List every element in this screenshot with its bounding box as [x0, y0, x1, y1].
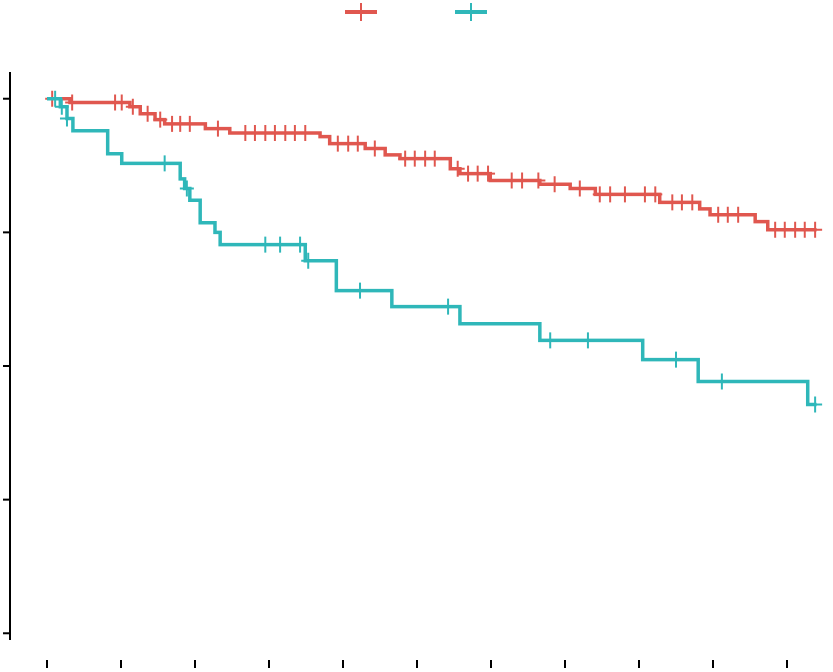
censor-mark [293, 236, 308, 253]
censor-mark [547, 176, 562, 193]
censor-mark [441, 298, 456, 315]
censor-mark [298, 124, 313, 141]
censor-mark [731, 206, 746, 223]
censor-mark [48, 90, 63, 107]
censor-mark [59, 110, 74, 127]
censor-mark [182, 115, 197, 132]
censor-mark [273, 236, 288, 253]
censor-mark [179, 180, 194, 197]
censor-mark [65, 94, 80, 111]
censor-mark [603, 186, 618, 203]
censor-mark [515, 172, 530, 189]
censor-mark [543, 332, 558, 349]
censor-mark [714, 373, 729, 390]
censor-mark [125, 98, 140, 115]
censor-mark [258, 236, 273, 253]
censor-mark [427, 150, 442, 167]
censor-mark [648, 186, 663, 203]
survival-curve [47, 96, 817, 407]
censor-mark [808, 221, 823, 238]
censor-mark [450, 160, 465, 177]
censor-mark [669, 351, 683, 368]
censor-mark [157, 155, 172, 172]
censor-mark [353, 282, 368, 299]
censor-mark [153, 111, 168, 128]
censor-mark [481, 165, 496, 182]
censor-mark [531, 172, 546, 189]
censor-mark [54, 98, 69, 115]
censor-mark [350, 135, 365, 152]
censor-mark [572, 180, 587, 197]
censor-mark [580, 332, 595, 349]
legend [345, 3, 487, 21]
censor-mark [140, 105, 155, 122]
censor-mark [301, 252, 316, 269]
censor-mark [114, 94, 129, 111]
censor-mark [617, 186, 632, 203]
censor-mark [367, 140, 382, 157]
censor-mark [685, 194, 700, 211]
censor-mark [808, 396, 823, 413]
censor-mark [210, 120, 225, 137]
